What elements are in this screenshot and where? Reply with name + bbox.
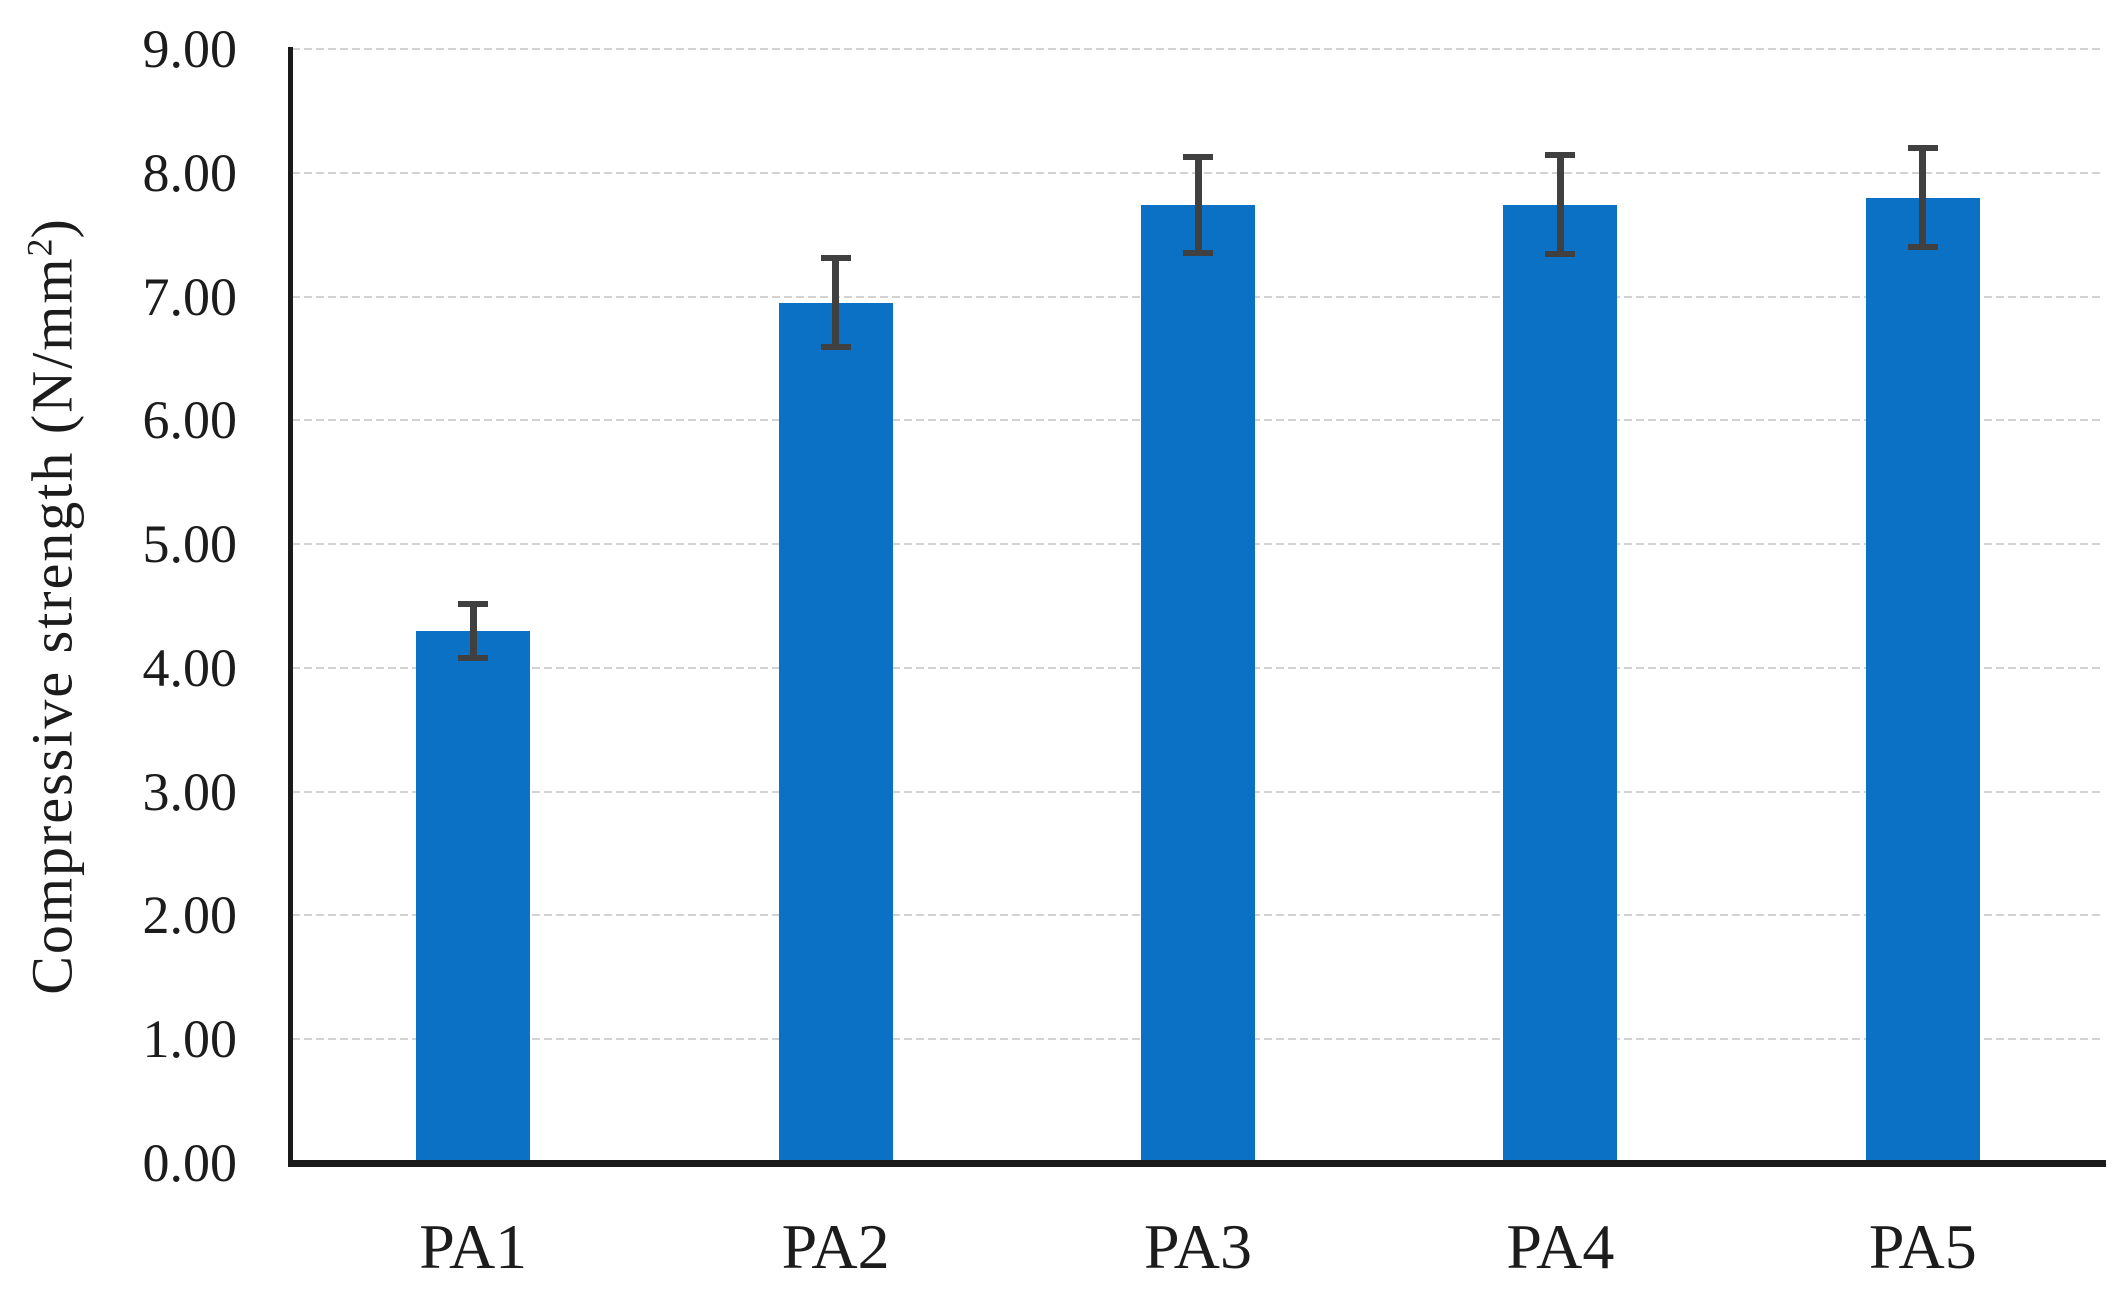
- error-bar-bottom-cap-PA2: [820, 344, 851, 351]
- plot-area: [292, 48, 2104, 1163]
- error-bar-top-cap-PA1: [458, 600, 489, 607]
- x-axis-line: [288, 1160, 2106, 1167]
- error-bar-top-cap-PA2: [820, 255, 851, 262]
- x-axis-label-PA4: PA4: [1506, 1211, 1615, 1282]
- y-tick-label: 9.00: [142, 19, 238, 79]
- error-bar-stem-PA2: [832, 258, 840, 348]
- y-axis-title: Compressive strength (N/mm2): [18, 217, 85, 995]
- y-axis-line: [288, 47, 293, 1167]
- y-axis-title-suffix: ): [19, 217, 85, 239]
- y-tick-label: 1.00: [142, 1009, 238, 1070]
- error-bar-top-cap-PA3: [1183, 153, 1213, 160]
- error-bar-stem-PA4: [1556, 155, 1564, 255]
- y-tick-label: 4.00: [142, 637, 238, 698]
- error-bar-bottom-cap-PA1: [458, 654, 489, 661]
- error-bar-top-cap-PA5: [1907, 145, 1938, 152]
- x-axis-label-PA3: PA3: [1144, 1211, 1252, 1282]
- y-tick-label: 0.00: [142, 1133, 238, 1193]
- gridline-h: [292, 48, 2104, 50]
- y-tick-label: 5.00: [142, 514, 238, 575]
- error-bar-bottom-cap-PA3: [1183, 250, 1213, 257]
- y-tick-label: 8.00: [142, 142, 238, 203]
- bar-PA3: [1141, 204, 1255, 1163]
- y-tick-label: 7.00: [142, 266, 238, 327]
- y-tick-label: 6.00: [142, 390, 238, 451]
- error-bar-stem-PA5: [1919, 148, 1927, 248]
- bar-PA1: [416, 630, 531, 1163]
- error-bar-stem-PA1: [469, 603, 477, 658]
- error-bar-top-cap-PA4: [1545, 152, 1576, 159]
- x-axis-label-PA2: PA2: [781, 1211, 890, 1282]
- bar-PA5: [1865, 197, 1980, 1163]
- y-tick-label: 2.00: [142, 885, 238, 946]
- bar-PA4: [1503, 204, 1618, 1163]
- error-bar-bottom-cap-PA4: [1545, 251, 1576, 258]
- x-axis-label-PA5: PA5: [1868, 1211, 1977, 1282]
- error-bar-stem-PA3: [1194, 156, 1202, 254]
- error-bar-bottom-cap-PA5: [1907, 244, 1938, 251]
- bar-PA2: [778, 302, 893, 1163]
- x-axis-label-PA1: PA1: [419, 1211, 528, 1282]
- y-axis-title-superscript: 2: [19, 238, 60, 257]
- y-tick-label: 3.00: [142, 761, 238, 822]
